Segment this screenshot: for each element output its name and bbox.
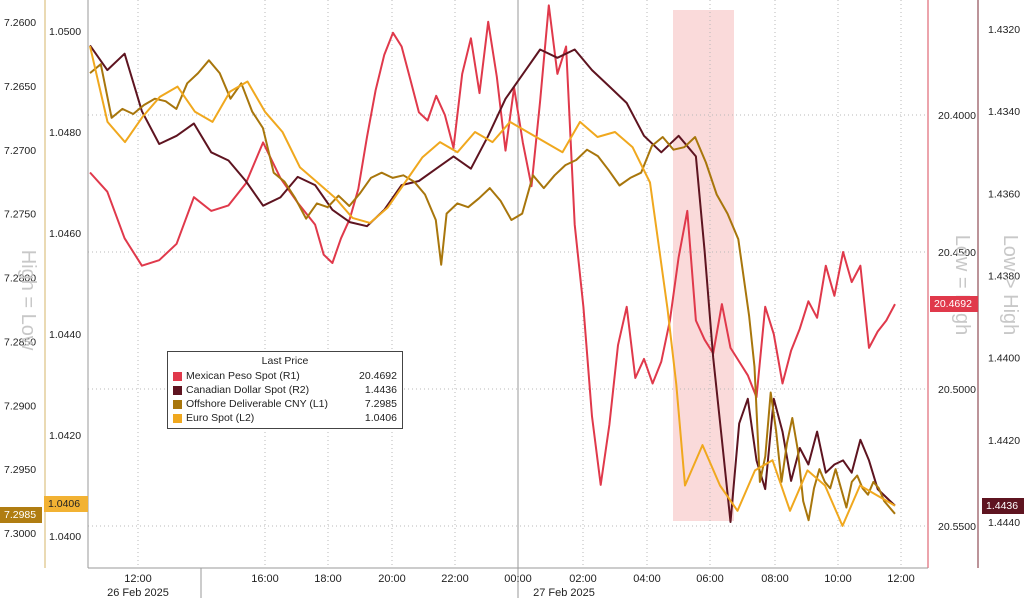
x-date-label: 27 Feb 2025: [533, 587, 595, 598]
r2-tick-label: 1.4400: [988, 353, 1020, 365]
l1-tick-label: 7.2700: [4, 145, 36, 157]
r1-tick-label: 20.4000: [938, 110, 976, 122]
legend-value-eur: 1.0406: [364, 412, 397, 424]
grid: [88, 0, 928, 568]
series-lines: [89, 4, 896, 527]
l2-tick-label: 1.0460: [49, 228, 81, 240]
r2-tick-label: 1.4420: [988, 435, 1020, 447]
legend-value-cad: 1.4436: [364, 384, 397, 396]
l1-tick-label: 7.2800: [4, 273, 36, 285]
l1-tick-label: 7.2900: [4, 400, 36, 412]
legend: Last Price Mexican Peso Spot (R1) 20.469…: [167, 351, 403, 429]
legend-label-mxn: Mexican Peso Spot (R1): [186, 370, 300, 382]
last-tag-l2: 1.0406: [44, 496, 88, 512]
x-tick-label: 10:00: [824, 573, 852, 585]
r1-tick-label: 20.5500: [938, 521, 976, 533]
r2-tick-label: 1.4340: [988, 106, 1020, 118]
l2-tick-label: 1.0420: [49, 430, 81, 442]
x-tick-label: 18:00: [314, 573, 342, 585]
x-tick-label: 16:00: [251, 573, 279, 585]
legend-item-cnh: Offshore Deliverable CNY (L1) 7.2985: [168, 397, 402, 411]
x-tick-label: 12:00: [124, 573, 152, 585]
legend-swatch-mxn: [173, 371, 182, 381]
right-inner-axis-title: Low = High: [951, 235, 973, 336]
l1-tick-label: 7.2600: [4, 17, 36, 29]
series-line-3: [89, 45, 896, 527]
series-line-0: [89, 4, 896, 486]
x-tick-label: 08:00: [761, 573, 789, 585]
l1-tick-label: 7.2750: [4, 209, 36, 221]
legend-item-eur: Euro Spot (L2) 1.0406: [168, 411, 402, 425]
x-tick-label: 12:00: [887, 573, 915, 585]
legend-swatch-cad: [173, 385, 182, 395]
l2-tick-label: 1.0500: [49, 26, 81, 38]
x-tick-label: 20:00: [378, 573, 406, 585]
r1-tick-label: 20.5000: [938, 384, 976, 396]
tick-labels: 7.2600 7.2650 7.2700 7.2750 7.2800 7.2850 7.29…: [4, 17, 1020, 598]
r2-tick-label: 1.4440: [988, 517, 1020, 529]
r1-tick-label: 20.4500: [938, 247, 976, 259]
series-line-1: [89, 44, 896, 523]
x-tick-label: 06:00: [696, 573, 724, 585]
l2-tick-label: 1.0440: [49, 329, 81, 341]
last-tag-l1: 7.2985: [0, 507, 42, 523]
left-axis-title: High = Low: [17, 250, 39, 351]
l1-tick-label: 7.3000: [4, 528, 36, 540]
legend-label-cnh: Offshore Deliverable CNY (L1): [186, 398, 329, 410]
l2-tick-label: 1.0400: [49, 531, 81, 543]
legend-value-cnh: 7.2985: [364, 398, 397, 410]
legend-swatch-eur: [173, 413, 182, 423]
r2-tick-label: 1.4320: [988, 24, 1020, 36]
last-tag-r1: 20.4692: [930, 296, 978, 312]
r2-tick-label: 1.4360: [988, 188, 1020, 200]
x-tick-label: 00:00: [504, 573, 532, 585]
legend-label-cad: Canadian Dollar Spot (R2): [186, 384, 310, 396]
x-date-label: 26 Feb 2025: [107, 587, 169, 598]
legend-swatch-cnh: [173, 399, 182, 409]
l1-tick-label: 7.2850: [4, 336, 36, 348]
highlight-window: [673, 10, 734, 521]
legend-label-eur: Euro Spot (L2): [186, 412, 255, 424]
series-line-2: [89, 59, 896, 522]
l1-tick-label: 7.2650: [4, 81, 36, 93]
x-tick-label: 04:00: [633, 573, 661, 585]
axes: [44, 0, 979, 598]
legend-item-mxn: Mexican Peso Spot (R1) 20.4692: [168, 369, 402, 383]
right-outer-axis-title: Low > High: [999, 235, 1021, 336]
l1-tick-label: 7.2950: [4, 464, 36, 476]
legend-item-cad: Canadian Dollar Spot (R2) 1.4436: [168, 383, 402, 397]
x-tick-label: 02:00: [569, 573, 597, 585]
r2-tick-label: 1.4380: [988, 271, 1020, 283]
l2-tick-label: 1.0480: [49, 127, 81, 139]
last-tag-r2: 1.4436: [982, 498, 1024, 514]
x-tick-label: 22:00: [441, 573, 469, 585]
legend-value-mxn: 20.4692: [359, 370, 397, 382]
legend-title: Last Price: [261, 355, 309, 367]
